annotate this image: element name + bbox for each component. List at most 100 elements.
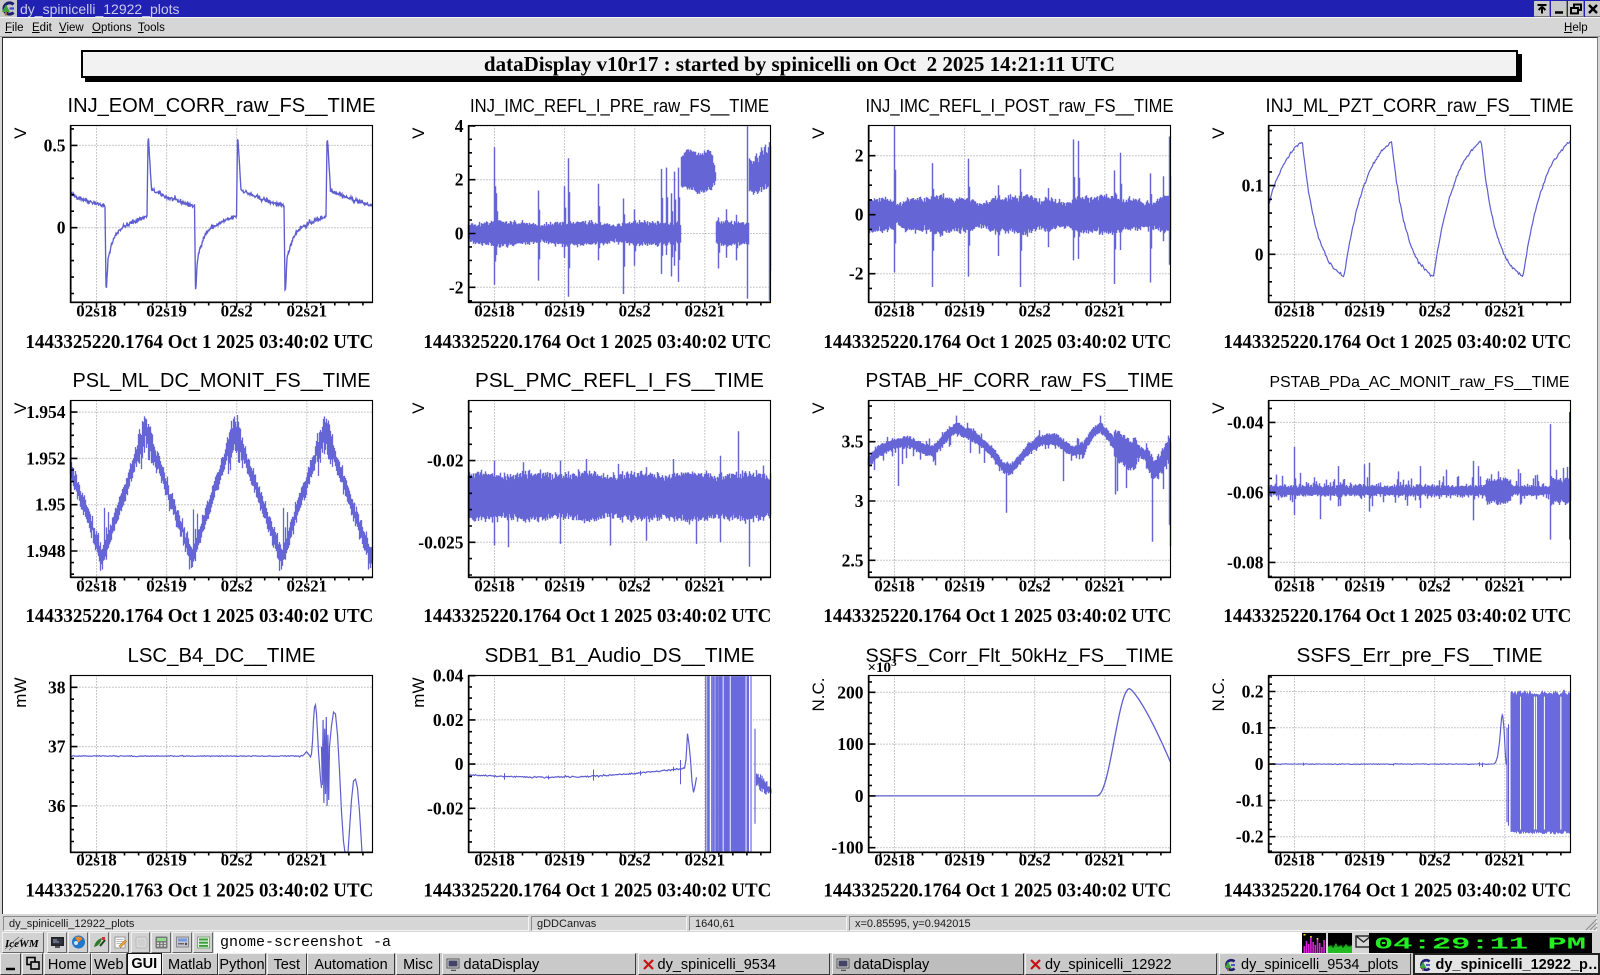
svg-text:INJ_EOM_CORR_raw_FS__TIME: INJ_EOM_CORR_raw_FS__TIME <box>68 95 376 117</box>
svg-text:0: 0 <box>1255 754 1264 774</box>
svg-text:LSC_B4_DC__TIME: LSC_B4_DC__TIME <box>128 645 316 667</box>
svg-text:02s21: 02s21 <box>1484 851 1525 870</box>
svg-text:02s2: 02s2 <box>1419 851 1451 870</box>
svg-text:02s2: 02s2 <box>1419 302 1451 321</box>
svg-text:02s18: 02s18 <box>874 851 915 870</box>
svg-text:02s18: 02s18 <box>76 302 117 321</box>
svg-text:1.952: 1.952 <box>26 448 65 468</box>
svg-text:V: V <box>409 402 428 414</box>
svg-text:0.1: 0.1 <box>1242 176 1264 196</box>
svg-text:2: 2 <box>455 170 464 190</box>
svg-text:38: 38 <box>48 677 66 697</box>
svg-text:1.95: 1.95 <box>35 495 66 515</box>
svg-text:4: 4 <box>455 116 464 136</box>
svg-text:02s21: 02s21 <box>286 302 327 321</box>
svg-text:0.04: 0.04 <box>433 666 464 686</box>
svg-text:02s19: 02s19 <box>1344 851 1385 870</box>
svg-text:100: 100 <box>837 734 864 754</box>
svg-text:02s2: 02s2 <box>619 577 651 596</box>
svg-text:-100: -100 <box>831 838 863 858</box>
svg-text:V: V <box>1209 402 1228 414</box>
svg-text:02s18: 02s18 <box>474 851 515 870</box>
svg-text:02s2: 02s2 <box>1019 302 1051 321</box>
svg-text:02s19: 02s19 <box>1344 577 1385 596</box>
svg-text:SDB1_B1_Audio_DS__TIME: SDB1_B1_Audio_DS__TIME <box>485 645 755 667</box>
svg-text:02s21: 02s21 <box>684 302 725 321</box>
svg-text:02s18: 02s18 <box>1274 577 1315 596</box>
svg-text:02s21: 02s21 <box>1084 577 1125 596</box>
svg-text:mW: mW <box>409 678 428 708</box>
svg-text:PSTAB_PDa_AC_MONIT_raw_FS__TIM: PSTAB_PDa_AC_MONIT_raw_FS__TIME <box>1270 374 1570 391</box>
svg-text:1443325220.1764 Oct 1 2025 03:: 1443325220.1764 Oct 1 2025 03:40:02 UTC <box>25 605 373 627</box>
svg-text:V: V <box>809 402 828 414</box>
svg-text:-0.08: -0.08 <box>1227 552 1264 572</box>
svg-text:-0.04: -0.04 <box>1227 412 1264 432</box>
svg-text:0: 0 <box>855 786 864 806</box>
svg-text:37: 37 <box>48 737 66 757</box>
svg-text:02s18: 02s18 <box>76 577 117 596</box>
svg-text:1.954: 1.954 <box>26 402 66 422</box>
svg-text:-2: -2 <box>849 264 864 284</box>
svg-text:1443325220.1764 Oct 1 2025 03:: 1443325220.1764 Oct 1 2025 03:40:02 UTC <box>25 331 373 353</box>
svg-text:PSTAB_HF_CORR_raw_FS__TIME: PSTAB_HF_CORR_raw_FS__TIME <box>866 370 1174 392</box>
svg-text:0: 0 <box>1255 244 1264 264</box>
svg-text:02s19: 02s19 <box>944 851 985 870</box>
svg-text:0.2: 0.2 <box>1242 682 1264 702</box>
svg-text:1443325220.1763 Oct 1 2025 03:: 1443325220.1763 Oct 1 2025 03:40:02 UTC <box>25 880 373 902</box>
svg-text:02s19: 02s19 <box>544 302 585 321</box>
svg-text:02s18: 02s18 <box>474 577 515 596</box>
svg-text:02s2: 02s2 <box>619 302 651 321</box>
svg-text:02s19: 02s19 <box>544 851 585 870</box>
svg-text:-0.025: -0.025 <box>418 532 463 552</box>
svg-text:×103: ×103 <box>868 657 898 676</box>
svg-text:02s2: 02s2 <box>1019 851 1051 870</box>
svg-text:02s18: 02s18 <box>474 302 515 321</box>
svg-text:INJ_IMC_REFL_I_PRE_raw_FS__TIM: INJ_IMC_REFL_I_PRE_raw_FS__TIME <box>470 96 769 117</box>
svg-text:PSL_ML_DC_MONIT_FS__TIME: PSL_ML_DC_MONIT_FS__TIME <box>73 370 371 392</box>
svg-text:2: 2 <box>855 146 864 166</box>
svg-text:-2: -2 <box>449 277 464 297</box>
svg-text:SSFS_Corr_Flt_50kHz_FS__TIME: SSFS_Corr_Flt_50kHz_FS__TIME <box>866 646 1174 667</box>
svg-text:02s19: 02s19 <box>146 302 187 321</box>
svg-text:-0.02: -0.02 <box>427 451 463 471</box>
svg-text:1443325220.1764 Oct 1 2025 03:: 1443325220.1764 Oct 1 2025 03:40:02 UTC <box>423 605 771 627</box>
svg-text:V: V <box>1209 127 1228 139</box>
svg-text:02s21: 02s21 <box>286 851 327 870</box>
svg-text:0: 0 <box>855 205 864 225</box>
svg-text:1443325220.1764 Oct 1 2025 03:: 1443325220.1764 Oct 1 2025 03:40:02 UTC <box>1223 331 1571 353</box>
svg-text:02s19: 02s19 <box>944 577 985 596</box>
svg-text:02s18: 02s18 <box>76 851 117 870</box>
svg-text:02s19: 02s19 <box>944 302 985 321</box>
svg-text:1443325220.1764 Oct 1 2025 03:: 1443325220.1764 Oct 1 2025 03:40:02 UTC <box>1223 605 1571 627</box>
svg-text:02s21: 02s21 <box>1484 302 1525 321</box>
svg-text:1443325220.1764 Oct 1 2025 03:: 1443325220.1764 Oct 1 2025 03:40:02 UTC <box>823 880 1171 902</box>
svg-text:02s18: 02s18 <box>1274 851 1315 870</box>
svg-text:V: V <box>11 402 30 414</box>
svg-text:PSL_PMC_REFL_I_FS__TIME: PSL_PMC_REFL_I_FS__TIME <box>475 370 764 392</box>
svg-text:3: 3 <box>855 491 864 511</box>
svg-text:02s19: 02s19 <box>1344 302 1385 321</box>
svg-text:0.5: 0.5 <box>44 135 66 155</box>
svg-text:0: 0 <box>57 218 66 238</box>
svg-text:02s21: 02s21 <box>684 851 725 870</box>
svg-text:02s18: 02s18 <box>874 302 915 321</box>
svg-text:02s2: 02s2 <box>221 302 253 321</box>
svg-text:02s2: 02s2 <box>619 851 651 870</box>
svg-text:-0.06: -0.06 <box>1227 482 1264 502</box>
svg-text:-0.2: -0.2 <box>1236 827 1264 847</box>
svg-text:02s18: 02s18 <box>874 577 915 596</box>
svg-text:02s19: 02s19 <box>146 577 187 596</box>
svg-text:200: 200 <box>837 682 864 702</box>
svg-text:0.1: 0.1 <box>1242 718 1264 738</box>
svg-text:02s19: 02s19 <box>146 851 187 870</box>
svg-text:02s19: 02s19 <box>544 577 585 596</box>
svg-text:1443325220.1764 Oct 1 2025 03:: 1443325220.1764 Oct 1 2025 03:40:02 UTC <box>1223 880 1571 902</box>
svg-text:04:29:11 PM: 04:29:11 PM <box>1374 936 1586 954</box>
svg-text:-0.1: -0.1 <box>1236 790 1264 810</box>
svg-text:IceWM: IceWM <box>4 938 40 950</box>
svg-text:V: V <box>11 127 30 139</box>
svg-text:N.C.: N.C. <box>1209 678 1228 712</box>
svg-text:1443325220.1764 Oct 1 2025 03:: 1443325220.1764 Oct 1 2025 03:40:02 UTC <box>423 331 771 353</box>
svg-text:02s21: 02s21 <box>1484 577 1525 596</box>
svg-text:02s21: 02s21 <box>1084 851 1125 870</box>
